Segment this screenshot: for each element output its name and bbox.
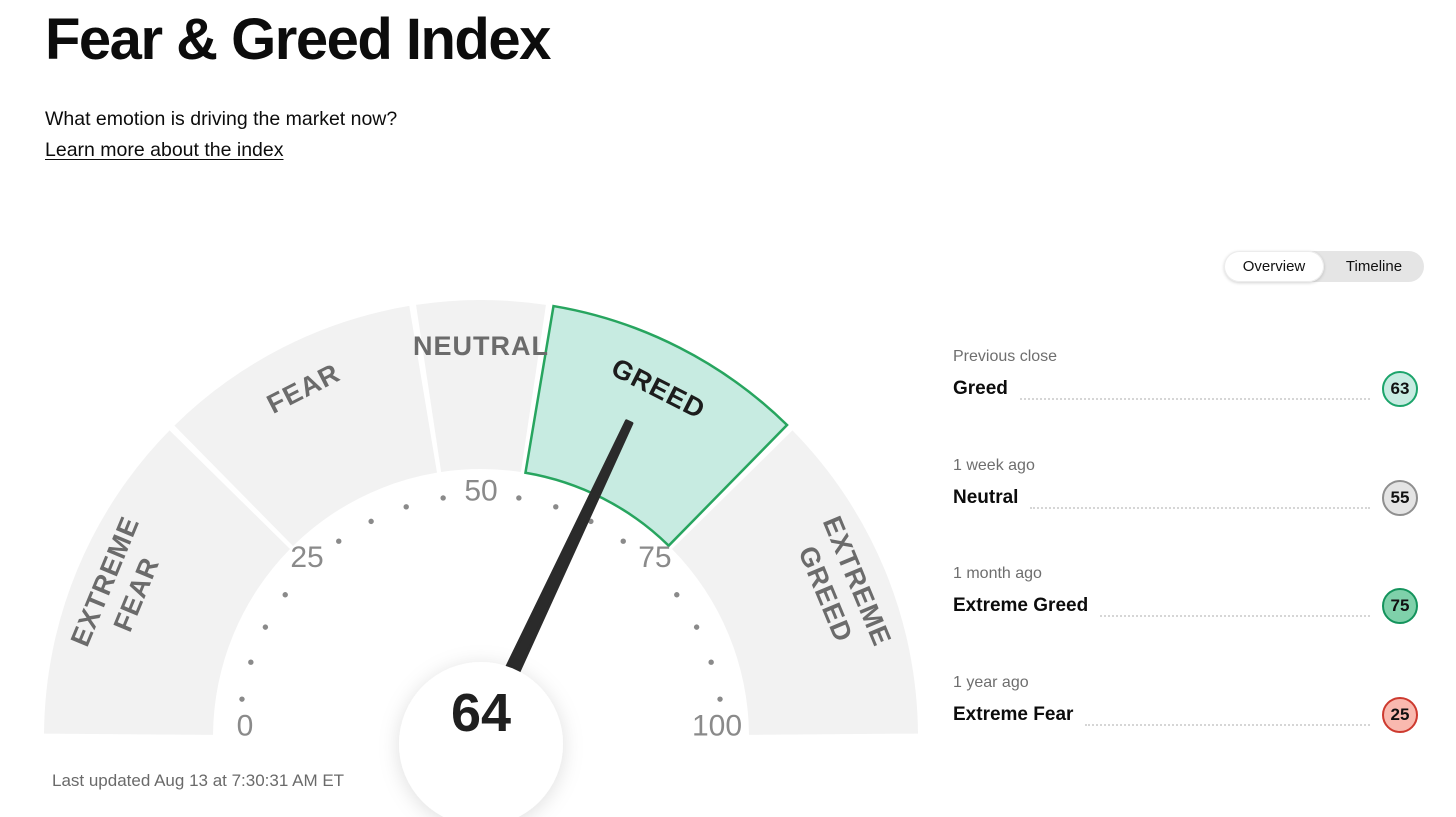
gauge-tick-dot [440,495,446,501]
history-period: 1 year ago [953,674,1029,691]
gauge-tick-dot [553,504,559,510]
gauge-tick-dot [693,624,700,630]
gauge-tick-dot [620,538,626,544]
gauge-tick-dot [403,504,409,510]
gauge-axis-number: 100 [692,710,742,743]
leader-line [1085,724,1370,726]
gauge-axis-number: 25 [290,541,323,574]
toggle-timeline-button[interactable]: Timeline [1324,251,1424,282]
page-title: Fear & Greed Index [45,7,551,72]
history-label: Neutral [953,487,1019,508]
gauge-tick-dot [674,592,680,598]
view-toggle: Overview Timeline [1224,251,1424,282]
gauge-svg: EXTREMEFEARFEARNEUTRALGREEDEXTREMEGREED0… [44,300,918,817]
history-value-badge: 25 [1382,697,1418,733]
last-updated: Last updated Aug 13 at 7:30:31 AM ET [52,771,345,790]
page-subtitle: What emotion is driving the market now? [45,108,398,130]
gauge-segment-greed [524,304,789,548]
gauge-segment-extreme-greed [671,430,918,735]
gauge-segment-neutral [416,300,546,472]
gauge-segment-label: NEUTRAL [413,331,549,361]
gauge-segment-fear [174,305,437,547]
leader-line [1100,615,1370,617]
history-label: Extreme Greed [953,595,1089,616]
gauge-value: 64 [451,683,511,743]
history-label: Extreme Fear [953,704,1074,725]
gauge-axis-number: 0 [237,710,254,743]
gauge-tick-dot [717,696,723,702]
history-row-1-week: 1 week ago Neutral 55 [953,457,1418,516]
history-period: Previous close [953,348,1058,365]
gauge: EXTREMEFEAR FEAR NEUTRAL GREED EXTREMEGREED 0… [44,300,918,817]
gauge-tick-dot [282,592,288,598]
history-row-1-year: 1 year ago Extreme Fear 25 [953,674,1418,733]
history-value-badge: 75 [1382,588,1418,624]
gauge-tick-dot [336,538,342,544]
gauge-tick-dot [368,518,374,525]
toggle-overview-button[interactable]: Overview [1224,251,1324,282]
history-row-previous-close: Previous close Greed 63 [953,348,1418,407]
gauge-segment-extreme-fear [44,430,291,735]
gauge-axis-number: 50 [464,475,497,508]
history-period: 1 month ago [953,565,1042,582]
gauge-center-circle [399,662,563,817]
gauge-axis-number: 75 [638,541,671,574]
history-period: 1 week ago [953,457,1035,474]
gauge-tick-dot [262,624,269,630]
history-value-badge: 55 [1382,480,1418,516]
history-label: Greed [953,378,1008,399]
leader-line [1030,507,1370,509]
history-value-badge: 63 [1382,371,1418,407]
gauge-tick-dot [248,659,254,665]
gauge-tick-dot [708,659,714,665]
gauge-tick-dot [239,696,245,702]
leader-line [1019,398,1370,400]
gauge-tick-dot [516,495,522,501]
learn-more-link[interactable]: Learn more about the index [45,139,284,161]
history-row-1-month: 1 month ago Extreme Greed 75 [953,565,1418,624]
